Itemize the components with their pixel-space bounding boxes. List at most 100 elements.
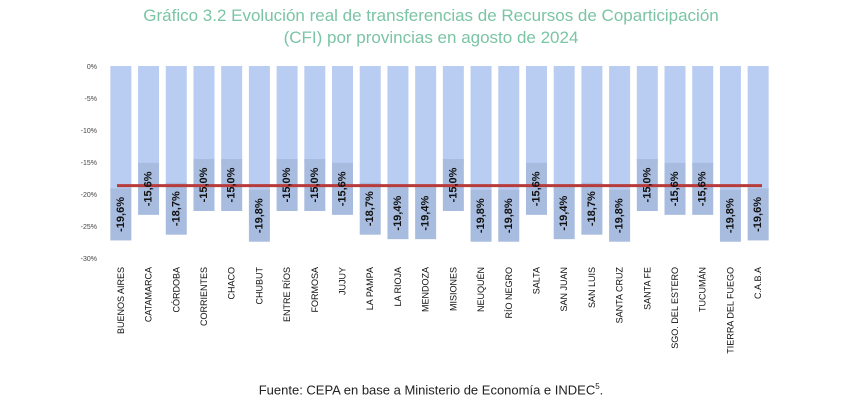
x-tick-label: CÓRDOBA	[171, 267, 181, 313]
data-label-box	[359, 182, 381, 235]
data-label: -19,8%	[724, 198, 736, 233]
x-tick-label: SAN LUIS	[587, 267, 597, 308]
x-tick-label: TIERRA DEL FUEGO	[725, 267, 735, 354]
bar	[442, 66, 464, 162]
bar	[525, 66, 547, 166]
data-label-box	[692, 162, 714, 215]
x-tick-label: CORRIENTES	[199, 267, 209, 326]
x-tick-label: LA RIOJA	[393, 267, 403, 307]
data-label-box	[553, 187, 575, 240]
data-label: -18,7%	[586, 191, 598, 226]
x-tick-label: MISIONES	[448, 267, 458, 311]
x-tick-label: CHUBUT	[254, 266, 264, 304]
x-tick-label: MENDOZA	[421, 267, 431, 312]
x-tick-label: CATAMARCA	[144, 267, 154, 322]
data-label: -19,8%	[614, 198, 626, 233]
bar	[747, 66, 769, 192]
data-label-box	[747, 188, 769, 241]
bar-chart: 0% -5% -10% -15% -20% -25% -30% -19,6% -15,6% -18…	[81, 64, 769, 354]
bar	[553, 66, 575, 191]
bar	[387, 66, 409, 191]
data-label-box	[387, 187, 409, 240]
data-label-box	[415, 187, 437, 240]
data-label: -19,8%	[253, 198, 265, 233]
data-label: -19,4%	[392, 196, 404, 231]
data-label: -19,4%	[420, 196, 432, 231]
y-tick-label: 0%	[87, 64, 97, 71]
data-label-box	[165, 182, 187, 235]
data-label: -15,0%	[309, 167, 321, 202]
data-label: -15,0%	[641, 167, 653, 202]
bar	[719, 66, 741, 193]
x-tick-label: TUCUMÁN	[698, 267, 708, 312]
x-tick-label: BUENOS AIRES	[116, 267, 126, 334]
data-label-box	[110, 188, 132, 241]
data-label: -19,4%	[558, 196, 570, 231]
x-tick-label: JUJUY	[338, 267, 348, 295]
bar	[276, 66, 298, 162]
chart-title-line-2: (CFI) por provincias en agosto de 2024	[283, 28, 579, 47]
bar	[609, 66, 631, 193]
bar	[415, 66, 437, 191]
bar	[498, 66, 520, 193]
bar	[165, 66, 187, 186]
data-label-box	[138, 162, 160, 215]
bar	[193, 66, 215, 162]
bar	[470, 66, 492, 193]
y-tick-label: -5%	[85, 96, 97, 103]
data-label: -15,0%	[198, 167, 210, 202]
bar	[248, 66, 270, 193]
bar	[664, 66, 686, 166]
y-tick-label: -15%	[81, 160, 97, 167]
data-label: -19,6%	[752, 197, 764, 232]
data-label-box	[248, 189, 270, 242]
data-label: -15,6%	[530, 171, 542, 206]
data-label: -15,6%	[337, 171, 349, 206]
data-label: -15,6%	[143, 171, 155, 206]
data-label-box	[498, 189, 520, 242]
data-label-box	[664, 162, 686, 215]
chart-title-line-1: Gráfico 3.2 Evolución real de transferen…	[143, 6, 719, 25]
bar	[138, 66, 160, 166]
data-label: -19,8%	[503, 198, 515, 233]
data-label-box	[525, 162, 547, 215]
y-tick-label: -10%	[81, 128, 97, 135]
data-label: -19,8%	[475, 198, 487, 233]
bar	[692, 66, 714, 166]
x-tick-label: SGO. DEL ESTERO	[670, 267, 680, 349]
x-tick-label: LA PAMPA	[365, 267, 375, 310]
bar	[636, 66, 658, 162]
source-note: Fuente: CEPA en base a Ministerio de Eco…	[0, 382, 862, 397]
x-tick-label: RÍO NEGRO	[504, 267, 514, 319]
x-tick-label: SANTA CRUZ	[615, 267, 625, 324]
data-label-box	[719, 189, 741, 242]
bar	[332, 66, 354, 166]
source-text: Fuente: CEPA en base a Ministerio de Eco…	[258, 382, 596, 398]
x-tick-label: FORMOSA	[310, 267, 320, 313]
bar	[581, 66, 603, 186]
bar	[110, 66, 132, 192]
bar	[304, 66, 326, 162]
bar	[359, 66, 381, 186]
x-tick-label: NEUQUÉN	[476, 267, 486, 312]
source-footnote-mark: 5	[595, 382, 600, 391]
y-tick-label: -25%	[81, 224, 97, 231]
data-label-box	[332, 162, 354, 215]
source-period: .	[599, 382, 604, 398]
x-tick-label: SAN JUAN	[559, 267, 569, 312]
data-label: -15,0%	[281, 167, 293, 202]
data-label-box	[581, 182, 603, 235]
x-tick-label: C.A.B.A	[753, 267, 763, 299]
x-tick-label: SALTA	[531, 267, 541, 294]
x-tick-label: SANTA FE	[642, 267, 652, 310]
data-label: -19,6%	[115, 197, 127, 232]
bar	[221, 66, 243, 162]
x-tick-label: ENTRE RÍOS	[282, 267, 292, 322]
data-label-box	[470, 189, 492, 242]
data-label: -15,0%	[447, 167, 459, 202]
y-tick-label: -20%	[81, 192, 97, 199]
data-label: -15,6%	[697, 171, 709, 206]
data-label: -18,7%	[170, 191, 182, 226]
x-tick-label: CHACO	[227, 267, 237, 300]
y-tick-label: -30%	[81, 256, 97, 263]
